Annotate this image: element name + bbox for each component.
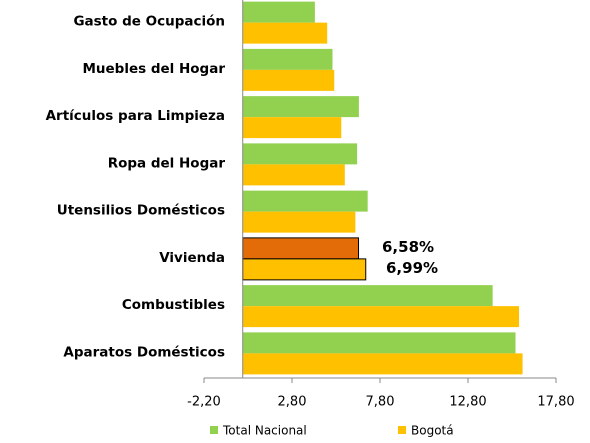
bar [242, 22, 328, 44]
category-label: Combustibles [122, 297, 225, 313]
x-tick-label: -2,20 [187, 395, 221, 410]
bar [242, 211, 356, 233]
legend-label: Bogotá [411, 424, 454, 438]
bar [242, 117, 342, 139]
bar [242, 69, 335, 91]
bar [242, 96, 359, 118]
bar [242, 48, 333, 70]
bar [242, 190, 368, 212]
bar [242, 353, 523, 375]
x-tick-label: 17,80 [537, 395, 574, 410]
legend-swatch [398, 426, 406, 434]
bar [242, 164, 345, 186]
x-tick-label: 7,80 [366, 395, 395, 410]
category-label: Utensilios Domésticos [57, 203, 225, 219]
bar [242, 285, 493, 307]
category-label: Aparatos Domésticos [63, 344, 225, 360]
category-label: Muebles del Hogar [82, 61, 225, 77]
legend-swatch [210, 426, 218, 434]
category-label: Gasto de Ocupación [73, 14, 225, 30]
data-label: 6,99% [386, 259, 438, 277]
category-label: Ropa del Hogar [108, 155, 226, 171]
x-tick-label: 12,80 [449, 395, 486, 410]
bar [242, 306, 520, 328]
bar [242, 1, 315, 23]
x-tick-label: 2,80 [278, 395, 307, 410]
bar [242, 237, 360, 260]
data-label: 6,58% [382, 238, 434, 256]
bar [242, 258, 367, 281]
category-label: Artículos para Limpieza [46, 108, 225, 124]
category-label: Vivienda [159, 250, 225, 266]
bar [242, 143, 358, 165]
bar [242, 332, 516, 354]
legend-label: Total Nacional [222, 424, 307, 438]
